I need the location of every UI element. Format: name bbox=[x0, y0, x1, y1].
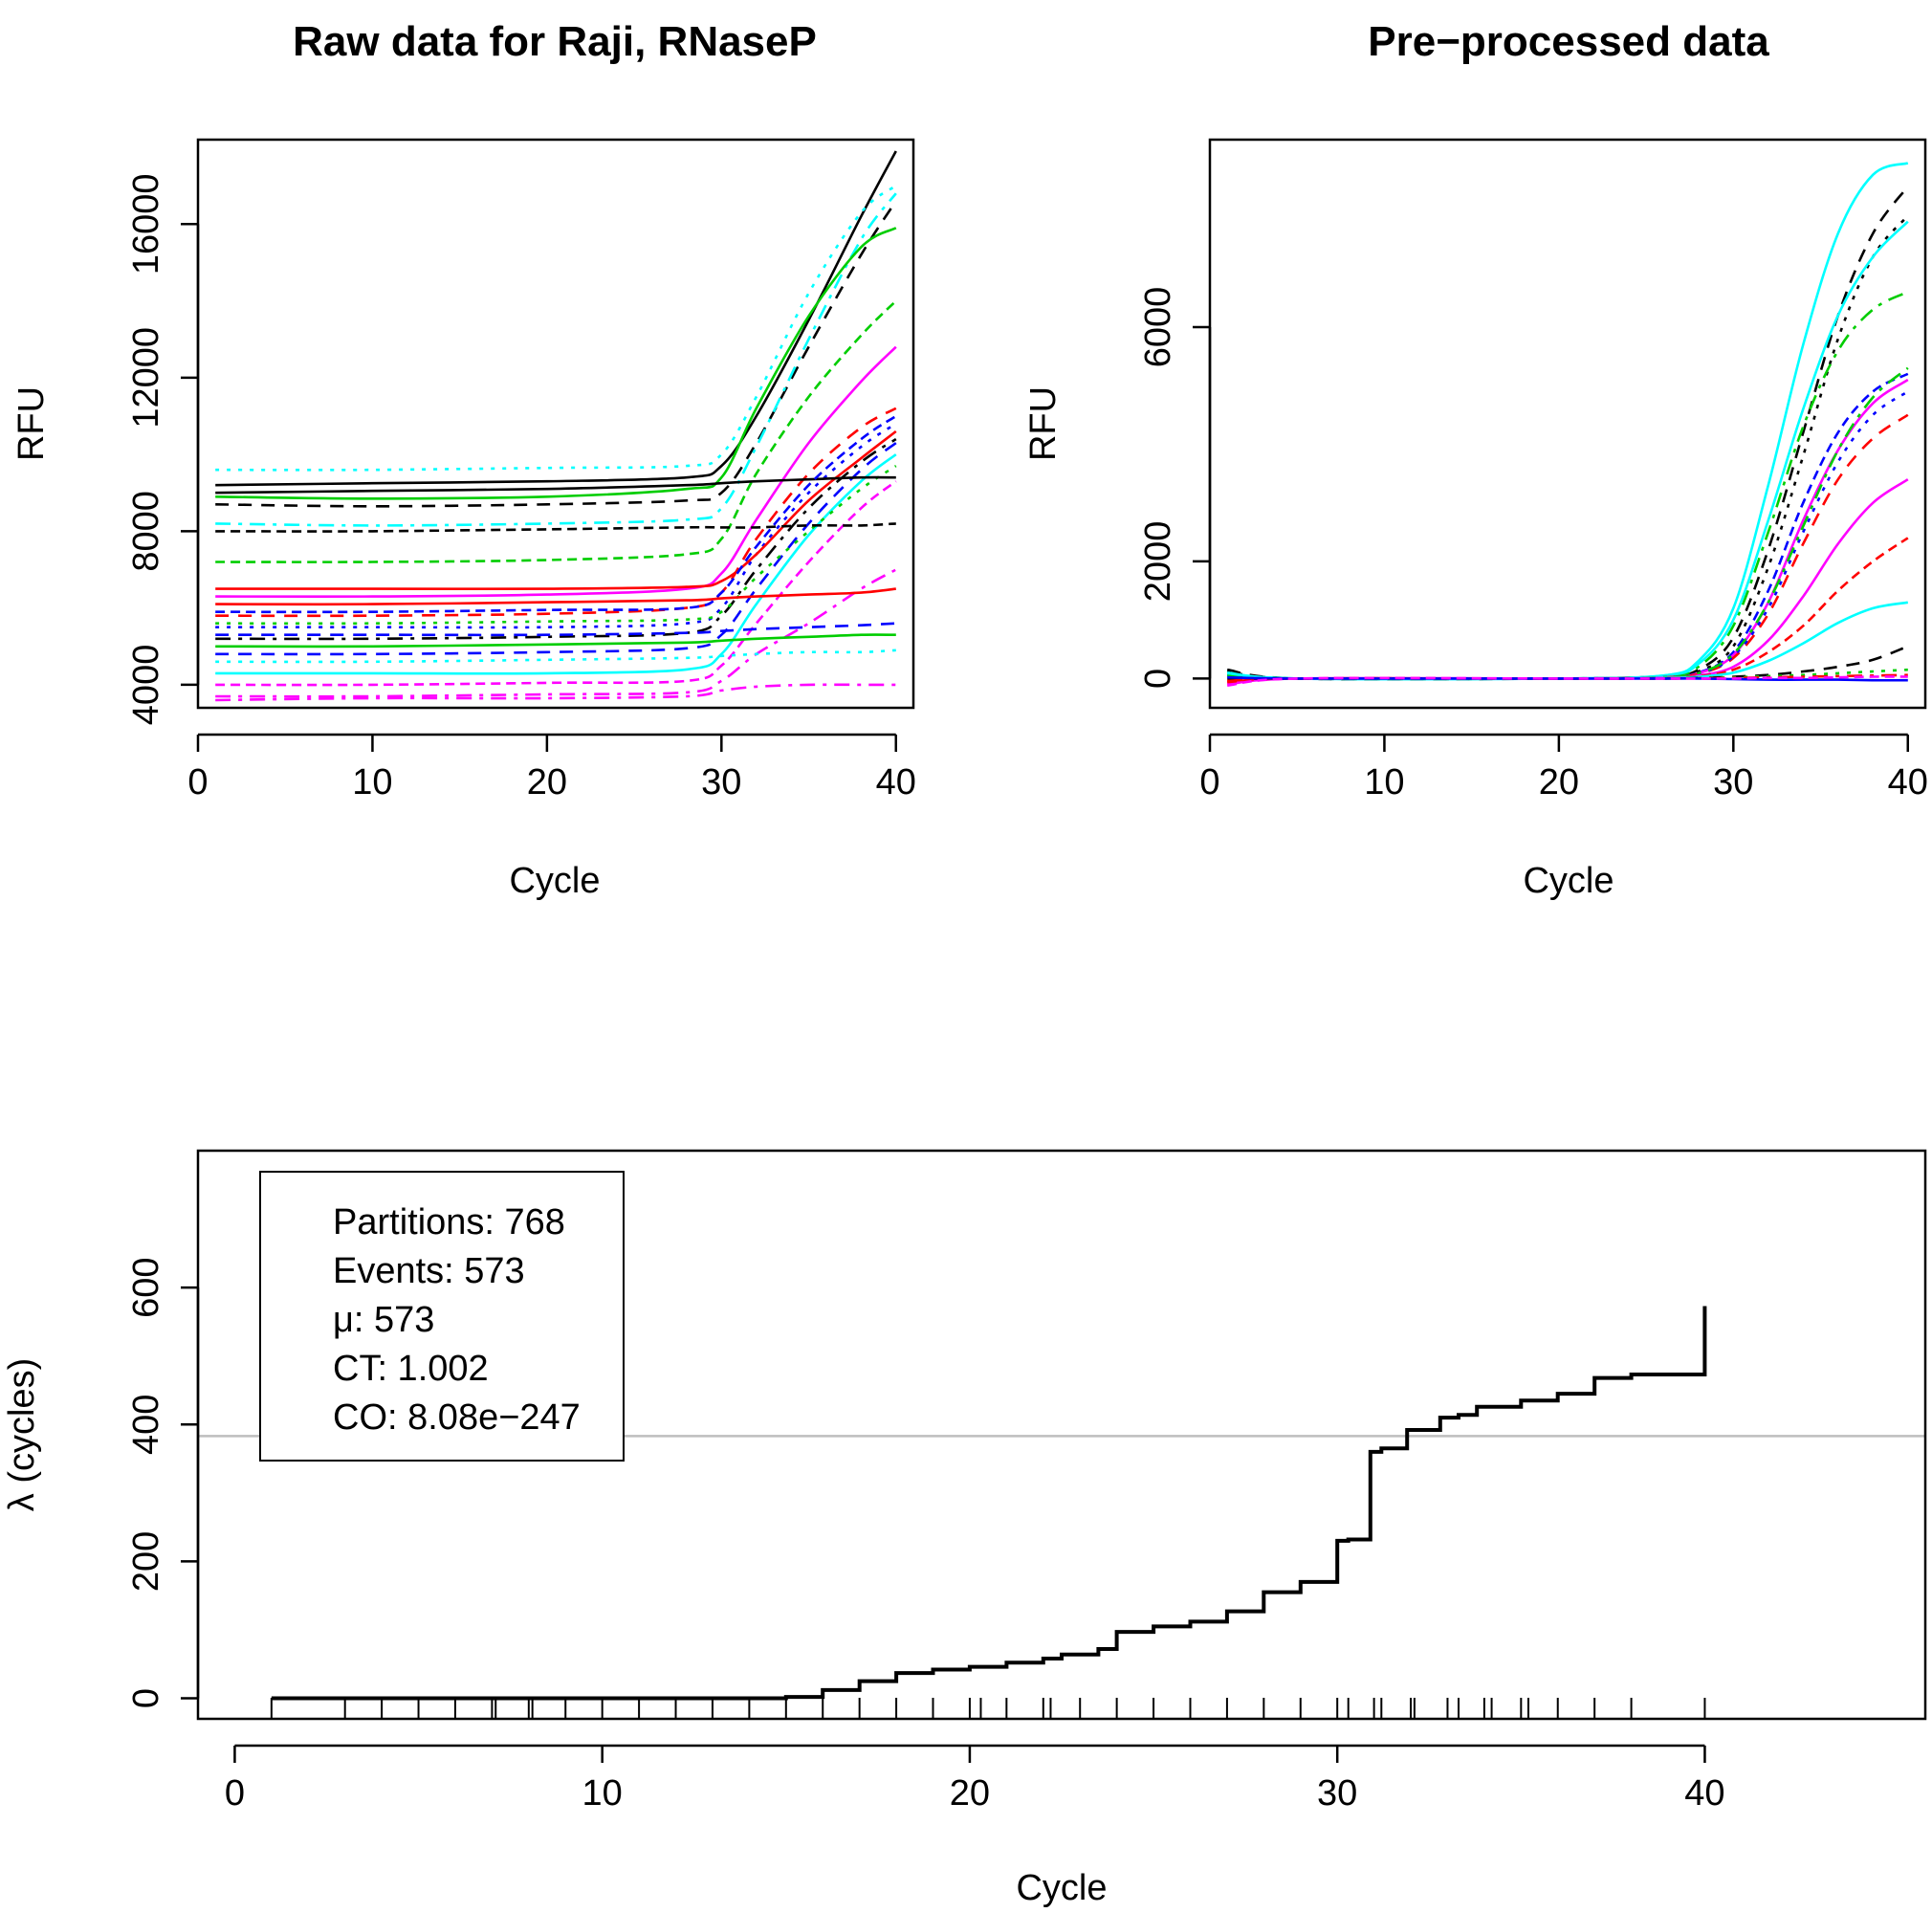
legend-frame bbox=[259, 1171, 625, 1462]
step-line bbox=[271, 1306, 1707, 1701]
x-tick-label: 0 bbox=[225, 1773, 245, 1814]
y-tick-label: 200 bbox=[126, 1531, 166, 1592]
y-axis-label: λ (cycles) bbox=[2, 1358, 42, 1511]
x-tick-label: 30 bbox=[701, 762, 741, 803]
legend-co: CO: 8.08e−247 bbox=[333, 1397, 581, 1438]
y-tick-label: 600 bbox=[126, 1257, 166, 1317]
x-tick-label: 0 bbox=[1199, 762, 1219, 803]
x-tick-label: 10 bbox=[582, 1773, 623, 1814]
chart-title: Pre−processed data bbox=[1368, 18, 1769, 65]
y-tick-label: 0 bbox=[126, 1688, 166, 1708]
legend-box: Partitions: 768 Events: 573 μ: 573 CT: 1… bbox=[259, 1171, 625, 1462]
x-axis: 0 10 20 30 40 bbox=[225, 1744, 1725, 1814]
y-tick-label: 0 bbox=[1138, 669, 1178, 689]
series-lines bbox=[215, 150, 897, 702]
x-tick-label: 20 bbox=[1539, 762, 1579, 803]
x-tick-label: 0 bbox=[187, 762, 208, 803]
series-line bbox=[215, 465, 897, 626]
series-line bbox=[215, 185, 897, 472]
series-line bbox=[215, 442, 897, 656]
series-line bbox=[215, 633, 896, 649]
legend-events: Events: 573 bbox=[333, 1251, 525, 1291]
series-line bbox=[215, 227, 897, 500]
series-line bbox=[215, 453, 897, 675]
series-line bbox=[215, 192, 897, 527]
panel-lambda: 0 10 20 30 40 0 200 400 600 Cycle λ (cycles) Pa… bbox=[2, 1149, 1927, 1908]
x-tick-label: 20 bbox=[950, 1773, 990, 1814]
y-axis-label: RFU bbox=[1023, 386, 1064, 461]
series-line bbox=[215, 475, 896, 495]
y-tick-label: 16000 bbox=[126, 173, 166, 275]
x-tick-label: 10 bbox=[352, 762, 392, 803]
x-axis: 0 10 20 30 40 bbox=[1199, 733, 1928, 803]
y-tick-label: 2000 bbox=[1138, 521, 1178, 603]
chart-title: Raw data for Raji, RNaseP bbox=[293, 18, 817, 65]
legend-partitions: Partitions: 768 bbox=[333, 1202, 565, 1242]
legend-mu: μ: 573 bbox=[333, 1300, 434, 1340]
y-axis: 0 2000 6000 bbox=[1138, 287, 1212, 689]
x-axis-label: Cycle bbox=[509, 861, 600, 901]
series-line bbox=[1227, 413, 1909, 683]
series-line bbox=[215, 200, 897, 508]
series-line bbox=[215, 299, 897, 563]
y-axis-label: RFU bbox=[11, 386, 52, 461]
x-tick-label: 40 bbox=[1684, 1773, 1724, 1814]
y-axis: 4000 8000 12000 16000 bbox=[126, 173, 200, 726]
x-axis: 0 10 20 30 40 bbox=[187, 733, 916, 803]
rug-ticks bbox=[270, 1698, 1706, 1719]
step-series bbox=[271, 1306, 1707, 1701]
y-axis: 0 200 400 600 bbox=[126, 1257, 200, 1708]
series-line bbox=[215, 568, 897, 698]
series-line bbox=[1227, 675, 1908, 687]
legend-ct: CT: 1.002 bbox=[333, 1349, 489, 1389]
series-lines bbox=[1227, 162, 1909, 687]
x-tick-label: 40 bbox=[1888, 762, 1928, 803]
x-tick-label: 40 bbox=[876, 762, 916, 803]
series-line bbox=[215, 587, 896, 606]
x-tick-label: 30 bbox=[1317, 1773, 1357, 1814]
series-line bbox=[215, 150, 897, 487]
x-tick-label: 20 bbox=[527, 762, 567, 803]
x-tick-label: 10 bbox=[1364, 762, 1404, 803]
y-tick-label: 4000 bbox=[126, 645, 166, 726]
series-line bbox=[215, 414, 897, 614]
series-line bbox=[215, 480, 897, 687]
series-line bbox=[215, 429, 897, 591]
y-tick-label: 8000 bbox=[126, 491, 166, 572]
y-tick-label: 6000 bbox=[1138, 287, 1178, 368]
panel-preprocessed: Pre−processed data 0 10 20 30 40 0 2000 6000 C… bbox=[1023, 18, 1928, 901]
y-tick-label: 12000 bbox=[126, 327, 166, 429]
x-tick-label: 30 bbox=[1713, 762, 1753, 803]
x-axis-label: Cycle bbox=[1016, 1868, 1107, 1908]
series-line bbox=[215, 522, 896, 533]
y-tick-label: 400 bbox=[126, 1395, 166, 1455]
panel-raw-data: Raw data for Raji, RNaseP 0 10 20 30 40 4000… bbox=[11, 18, 916, 901]
x-axis-label: Cycle bbox=[1523, 861, 1614, 901]
series-line bbox=[215, 438, 897, 641]
